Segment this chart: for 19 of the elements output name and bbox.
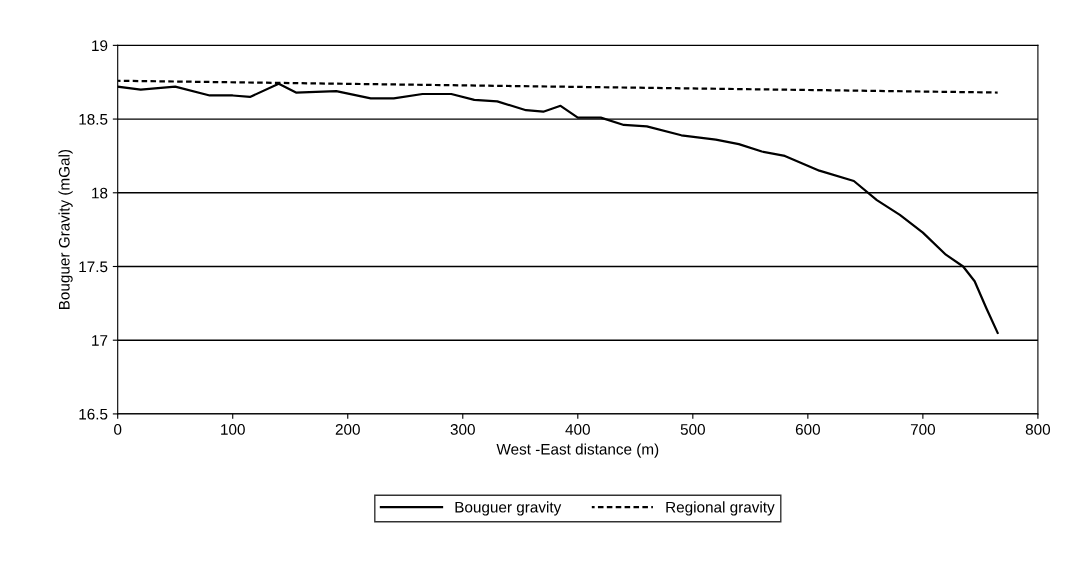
y-axis-title: Bouguer Gravity (mGal) <box>58 149 73 310</box>
x-tick-label: 100 <box>221 424 245 435</box>
x-tick-label: 500 <box>680 424 705 435</box>
x-tick-label: 0 <box>114 424 122 435</box>
x-tick-label: 700 <box>910 424 936 435</box>
x-axis-title: West -East distance (m) <box>496 443 659 458</box>
x-tick-label: 800 <box>1025 424 1051 435</box>
x-tick-label: 200 <box>335 424 360 435</box>
y-tick-label: 17 <box>92 335 108 346</box>
y-tick-label: 17.5 <box>79 261 108 273</box>
y-tick-label: 16.5 <box>79 408 108 420</box>
y-tick-label: 18.5 <box>79 113 108 125</box>
x-tick-label: 600 <box>795 424 820 435</box>
y-tick-label: 19 <box>92 40 108 52</box>
legend-label: Regional gravity <box>666 501 775 516</box>
y-tick-label: 18 <box>92 187 108 199</box>
x-tick-label: 300 <box>450 424 475 435</box>
x-tick-label: 400 <box>565 424 590 435</box>
legend-label: Bouguer gravity <box>455 501 562 516</box>
